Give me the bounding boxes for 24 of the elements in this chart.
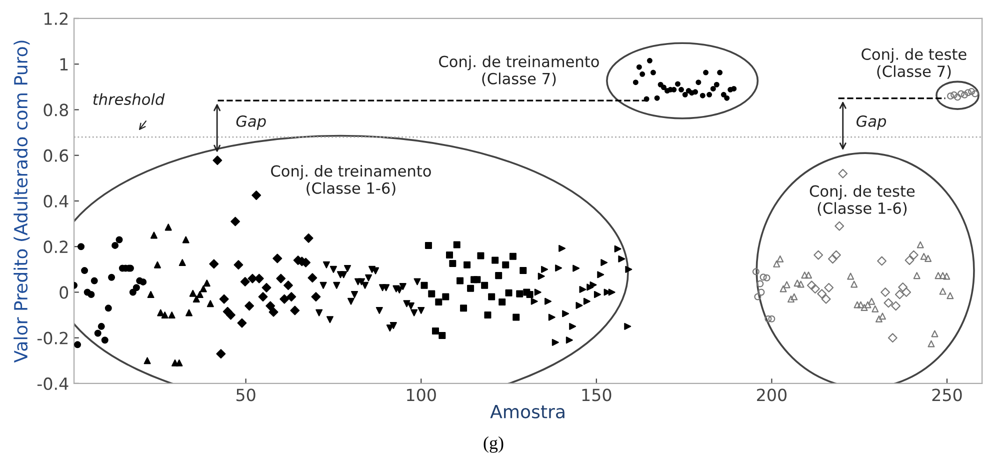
annotation: threshold bbox=[93, 93, 165, 106]
annotation: Conj. de treinamento (Classe 1-6) bbox=[271, 164, 431, 196]
y-tick-label: 0.2 bbox=[44, 240, 68, 254]
x-axis-title: Amostra bbox=[490, 405, 564, 418]
annotation: Conj. de treinamento (Classe 7) bbox=[439, 55, 599, 86]
annotation: Conj. de teste (Classe 7) bbox=[862, 48, 966, 79]
y-axis-title: Valor Predito (Adulterado com Puro) bbox=[14, 40, 30, 363]
x-tick-label: 200 bbox=[757, 388, 787, 402]
annotation: Conj. de teste (Classe 1-6) bbox=[810, 185, 915, 216]
x-tick-label: 50 bbox=[236, 388, 256, 402]
y-tick-label: -0.2 bbox=[37, 332, 68, 344]
y-tick-label: 0 bbox=[60, 286, 68, 299]
annotation: Gap bbox=[236, 115, 266, 130]
y-tick-label: 0.6 bbox=[44, 149, 68, 162]
x-tick-label: 250 bbox=[932, 388, 962, 402]
y-tick-label: -0.4 bbox=[37, 377, 68, 390]
y-tick-label: 0.4 bbox=[44, 194, 68, 208]
x-tick-label: 100 bbox=[407, 388, 436, 402]
text: (g) bbox=[484, 436, 504, 453]
annotation: Gap bbox=[856, 115, 886, 130]
y-tick-label: 1.2 bbox=[44, 12, 68, 25]
x-tick-label: 150 bbox=[582, 388, 612, 402]
y-tick-label: 0.8 bbox=[44, 104, 68, 116]
y-tick-label: 1 bbox=[60, 58, 68, 70]
